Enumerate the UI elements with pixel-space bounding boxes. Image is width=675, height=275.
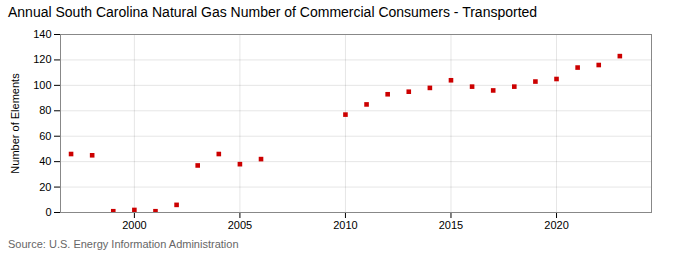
svg-text:2005: 2005 — [228, 219, 252, 231]
svg-text:60: 60 — [39, 130, 51, 142]
html-text:Annual South Carolina Natural: Annual South Carolina Natural Gas Number… — [8, 4, 538, 20]
svg-text:80: 80 — [39, 104, 51, 116]
svg-text:2010: 2010 — [333, 219, 357, 231]
svg-text:20: 20 — [39, 181, 51, 193]
svg-text:40: 40 — [39, 155, 51, 167]
svg-text:2000: 2000 — [122, 219, 146, 231]
svg-text:120: 120 — [33, 53, 51, 65]
svg-text:140: 140 — [33, 28, 51, 40]
html-text:Source: U.S. Energy Informatio: Source: U.S. Energy Information Administ… — [8, 238, 239, 250]
svg-text:2020: 2020 — [544, 219, 568, 231]
svg-text:2015: 2015 — [439, 219, 463, 231]
svg-text:100: 100 — [33, 79, 51, 91]
svg-text:0: 0 — [45, 206, 51, 218]
svg-text:Number of Elements: Number of Elements — [9, 73, 21, 174]
